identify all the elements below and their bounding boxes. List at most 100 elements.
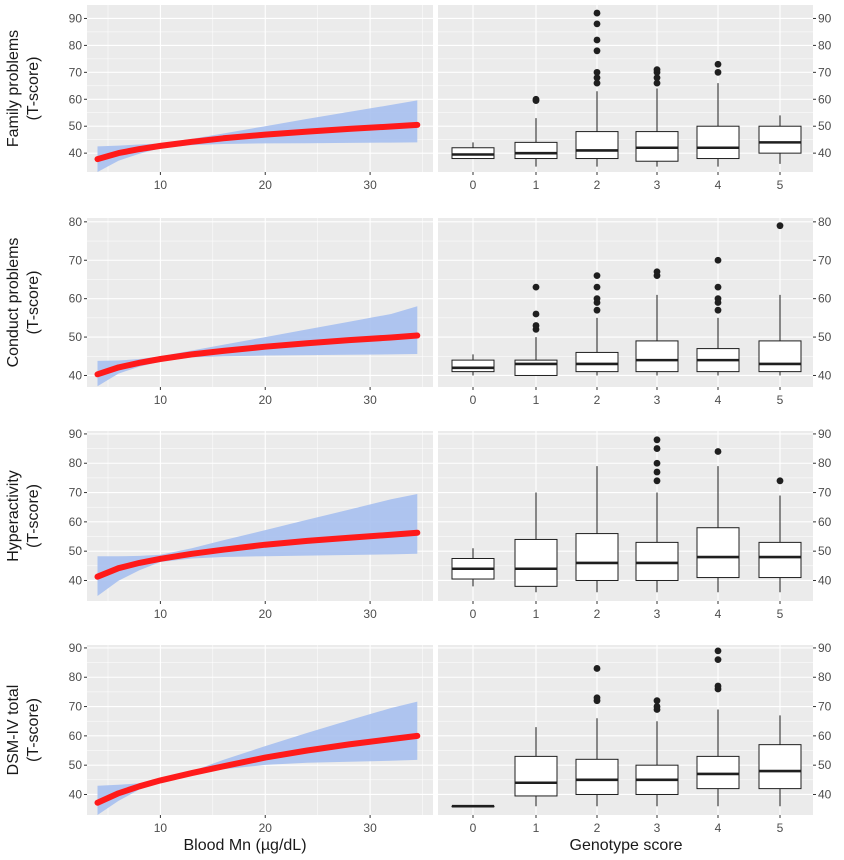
boxplot-1: [514, 492, 558, 593]
dsm-iv-total-genotype-panel: 40 50 60 70 80 90 0 1 2 3 4 5: [438, 641, 832, 835]
x-tick-label: 3: [654, 821, 661, 835]
y-tick-label: 50: [69, 544, 83, 558]
boxplot-1: [514, 727, 558, 807]
outlier-point: [653, 74, 661, 82]
x-tick-label: 2: [594, 821, 601, 835]
y-axis-title-line: (T-score): [25, 698, 42, 762]
y-tick-label: 50: [69, 330, 83, 344]
outlier-point: [714, 68, 722, 76]
y-axis-title-line: (T-score): [25, 484, 42, 548]
y-tick-label: 40: [69, 787, 83, 801]
boxplot-0: [451, 804, 495, 808]
x-tick-label: 20: [259, 178, 273, 192]
y-tick-label: 60: [818, 729, 832, 743]
outlier-point: [714, 682, 722, 690]
boxplot-2: [575, 665, 619, 807]
x-tick-label: 1: [533, 821, 540, 835]
y-tick-label: 80: [69, 38, 83, 52]
y-tick-label: 50: [818, 119, 832, 133]
y-tick-label: 40: [818, 573, 832, 587]
boxplot-4: [696, 448, 740, 593]
outlier-point: [593, 20, 601, 28]
x-tick-label: 4: [715, 178, 722, 192]
x-tick-label: 1: [533, 393, 540, 407]
y-axis-title-line: Hyperactivity: [5, 470, 22, 562]
box-iqr: [575, 758, 619, 795]
x-tick-label: 4: [715, 607, 722, 621]
hyperactivity-genotype-panel: 40 50 60 70 80 90 0 1 2 3 4 5: [438, 427, 832, 621]
boxplot-5: [758, 115, 802, 164]
boxplot-2: [575, 272, 619, 376]
y-tick-label: 60: [69, 92, 83, 106]
y-tick-label: 50: [818, 544, 832, 558]
boxplot-0: [451, 142, 495, 160]
x-tick-label: 3: [654, 178, 661, 192]
conduct-problems-genotype-panel: 40 50 60 70 80 0 1 2 3 4 5: [438, 215, 832, 407]
box-iqr: [451, 359, 495, 373]
y-tick-label: 70: [69, 65, 83, 79]
outlier-point: [714, 60, 722, 68]
box-iqr: [696, 125, 740, 160]
outlier-point: [532, 283, 540, 291]
x-tick-label: 20: [259, 821, 273, 835]
outlier-point: [714, 448, 722, 455]
outlier-point: [653, 477, 661, 485]
x-tick-label: 1: [533, 607, 540, 621]
box-iqr: [758, 541, 802, 579]
y-axis-title-line: Conduct problems: [5, 238, 22, 368]
y-tick-label: 70: [69, 486, 83, 500]
box-iqr: [758, 744, 802, 790]
y-axis-title-line: (T-score): [25, 57, 42, 121]
box-iqr: [635, 541, 679, 581]
family-problems-blood-mn-panel: 40 50 60 70 80 90 10 20 30 Family problems (T-scor…: [5, 5, 433, 192]
box-iqr: [696, 755, 740, 790]
y-tick-label: 90: [69, 427, 83, 441]
y-tick-label: 90: [818, 11, 832, 25]
boxplot-3: [635, 268, 679, 376]
box-iqr: [575, 533, 619, 581]
x-tick-label: 2: [594, 393, 601, 407]
y-tick-label: 60: [69, 292, 83, 306]
fit-line: [94, 732, 421, 806]
box-iqr: [635, 131, 679, 162]
outlier-point: [653, 79, 661, 87]
y-tick-label: 70: [818, 700, 832, 714]
outlier-point: [532, 322, 540, 329]
outlier-point: [593, 9, 601, 17]
y-tick-label: 90: [818, 427, 832, 441]
boxplot-3: [635, 66, 679, 167]
y-tick-label: 40: [818, 787, 832, 801]
x-tick-label: 3: [654, 607, 661, 621]
boxplot-4: [696, 647, 740, 807]
y-tick-label: 80: [818, 215, 832, 229]
box-iqr: [696, 527, 740, 579]
y-tick-label: 80: [818, 38, 832, 52]
outlier-point: [653, 459, 661, 467]
panel-background: [438, 431, 813, 601]
boxplot-3: [635, 697, 679, 807]
x-tick-label: 10: [154, 178, 168, 192]
x-tick-label: 30: [363, 821, 377, 835]
boxplot-4: [696, 256, 740, 376]
y-tick-label: 70: [818, 486, 832, 500]
y-axis-title-line: DSM-IV total: [5, 685, 22, 776]
x-tick-label: 20: [259, 393, 273, 407]
outlier-point: [532, 310, 540, 318]
outlier-point: [593, 283, 601, 291]
boxplot-5: [758, 715, 802, 807]
outlier-point: [653, 697, 661, 705]
y-tick-label: 90: [69, 641, 83, 655]
x-tick-label: 20: [259, 607, 273, 621]
outlier-point: [714, 656, 722, 664]
x-tick-label: 30: [363, 607, 377, 621]
outlier-point: [714, 256, 722, 264]
y-tick-label: 70: [818, 65, 832, 79]
outlier-point: [714, 295, 722, 303]
y-tick-label: 50: [69, 119, 83, 133]
box-iqr: [635, 340, 679, 373]
x-tick-label: 5: [777, 178, 784, 192]
y-tick-label: 40: [69, 368, 83, 382]
outlier-point: [593, 79, 601, 87]
y-tick-label: 80: [69, 456, 83, 470]
box-iqr: [514, 538, 558, 587]
